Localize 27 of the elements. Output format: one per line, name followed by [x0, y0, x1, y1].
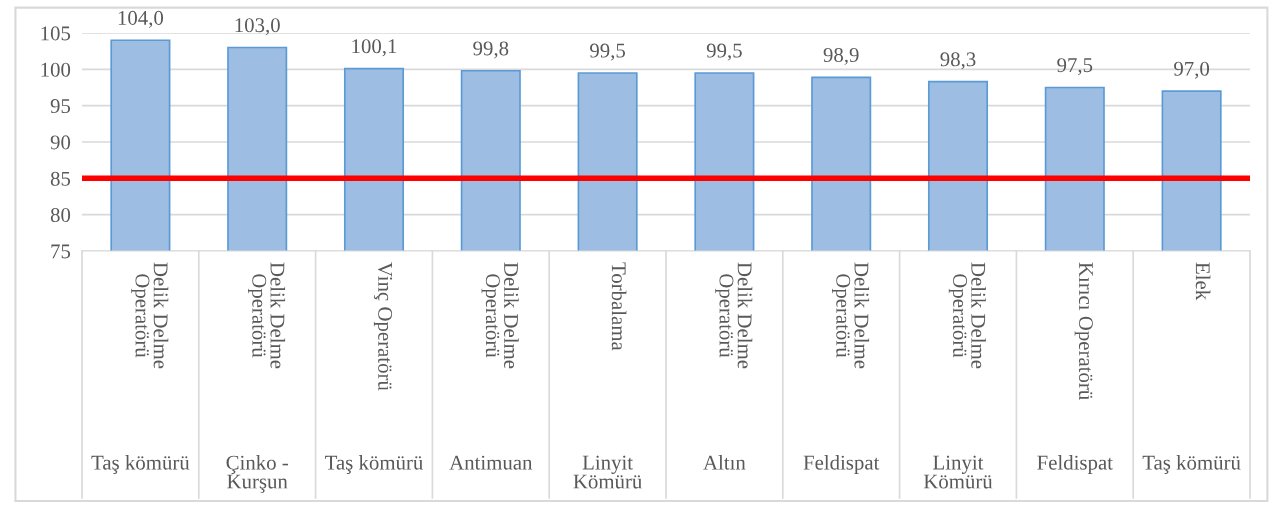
y-tick-label: 105	[41, 26, 71, 41]
category-label: Delik Delme Operatörü Taş kömürü	[91, 262, 190, 474]
category-label: Delik Delme Operatörü Antimuan	[449, 262, 533, 470]
data-label: 100,1	[352, 39, 397, 57]
category-label: Delik Delme Operatörü Altın	[703, 262, 753, 470]
y-tick-label: 80	[50, 208, 71, 223]
y-tick-label: 75	[51, 244, 71, 259]
category-label: Torbalama Linyit Kömürü	[573, 262, 642, 489]
data-label: 97,0	[1174, 61, 1210, 79]
data-label: 99,5	[590, 43, 626, 61]
category-label: Delik Delme Operatörü Linyit Kömürü	[923, 262, 993, 489]
data-label: 103,0	[235, 18, 280, 36]
y-tick-label: 95	[50, 99, 71, 114]
category-label: Delik Delme Operatörü Çinko - Kurşun	[226, 262, 288, 493]
data-label: 97,5	[1057, 58, 1093, 76]
category-label: Kırıcı Operatörü Feldispat	[1037, 262, 1113, 474]
data-label: 99,8	[473, 41, 509, 59]
y-tick-label: 90	[50, 135, 71, 150]
data-label: 99,5	[706, 43, 742, 61]
category-label: Vinç Operatörü Taş kömürü	[325, 262, 423, 474]
category-label: Elek Taş kömürü	[1142, 262, 1241, 474]
data-label: 98,3	[940, 52, 976, 70]
y-tick-label: 100	[41, 62, 71, 77]
data-label: 104,0	[118, 10, 164, 28]
y-tick-label: 85	[50, 171, 71, 186]
category-label: Delik Delme Operatörü Feldispat	[803, 262, 880, 474]
data-label: 98,9	[823, 47, 859, 65]
